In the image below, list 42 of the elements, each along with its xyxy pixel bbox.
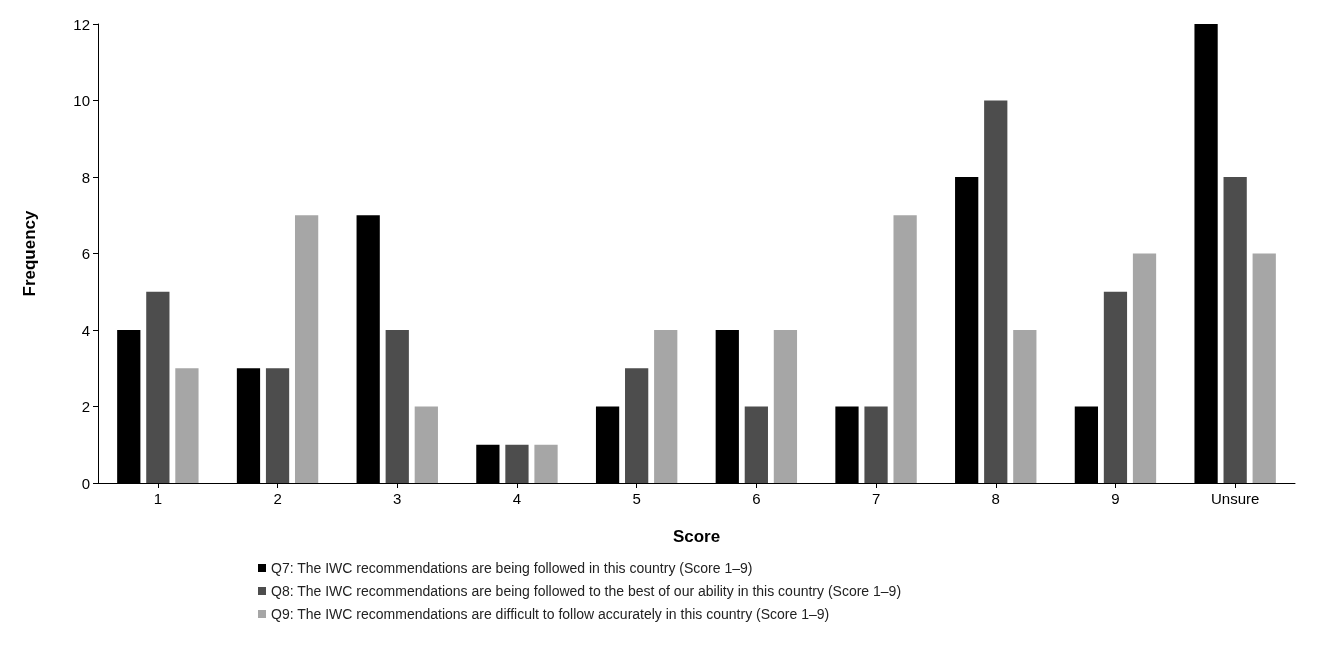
legend-label: Q8: The IWC recommendations are being followed to the best of our ability in this country (Score 1–9) — [271, 583, 902, 599]
legend-label: Q9: The IWC recommendations are difficult to follow accurately in this country (Score 1–9) — [271, 606, 830, 622]
bar — [146, 291, 170, 483]
bar — [984, 100, 1008, 483]
bar — [773, 330, 798, 483]
bar — [1132, 253, 1157, 483]
x-tick-label: 1 — [153, 490, 163, 507]
x-tick-label: 3 — [393, 490, 402, 507]
x-tick-label: Unsure — [1210, 490, 1260, 507]
y-axis-title: Frequency — [20, 209, 39, 297]
bar — [864, 406, 888, 483]
y-tick-label: 8 — [81, 168, 90, 186]
bar — [385, 330, 409, 483]
bar — [414, 406, 438, 483]
bar — [625, 368, 649, 483]
bar — [893, 215, 917, 483]
bar — [1103, 291, 1128, 483]
x-axis-title: Score — [672, 527, 721, 546]
x-tick-label: 4 — [512, 490, 522, 507]
y-tick-label: 6 — [81, 245, 90, 262]
y-tick-label: 0 — [81, 474, 90, 492]
bar — [505, 444, 529, 483]
x-tick-label: 9 — [1111, 490, 1120, 507]
bar — [265, 368, 290, 483]
legend-label: Q7: The IWC recommendations are being followed in this country (Score 1–9) — [271, 560, 753, 576]
x-tick-label: 8 — [991, 490, 1000, 507]
x-tick-label: 6 — [752, 490, 761, 507]
bar — [654, 330, 678, 483]
bar — [744, 406, 768, 483]
bar — [294, 215, 319, 483]
bar — [1013, 330, 1037, 483]
bar — [534, 444, 558, 483]
y-tick-label: 12 — [73, 15, 90, 33]
x-tick-label: 5 — [632, 490, 641, 507]
bar — [1223, 177, 1247, 483]
y-tick-label: 2 — [81, 398, 90, 415]
bar — [175, 368, 199, 483]
y-tick-label: 10 — [73, 92, 90, 109]
bar — [1252, 253, 1276, 483]
x-tick-label: 2 — [273, 490, 282, 507]
x-tick-label: 7 — [871, 490, 881, 507]
y-tick-label: 4 — [81, 321, 90, 339]
